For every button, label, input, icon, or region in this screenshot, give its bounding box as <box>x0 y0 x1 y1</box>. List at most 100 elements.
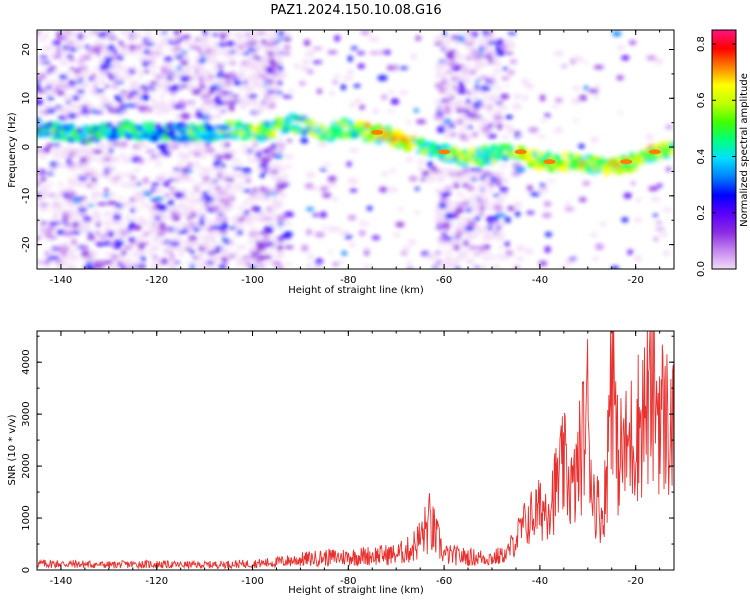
heatmap-cell <box>293 63 301 69</box>
heatmap-cell <box>71 95 81 101</box>
heatmap-ridge-cell <box>197 123 205 129</box>
heatmap-cell <box>186 162 194 169</box>
heatmap-cell <box>257 81 266 85</box>
heatmap-cell <box>138 244 145 251</box>
heatmap-cell <box>414 210 421 215</box>
heatmap-cell <box>333 74 342 79</box>
heatmap-cell <box>74 68 82 74</box>
heatmap-cell <box>278 149 284 153</box>
heatmap-cell <box>125 157 133 163</box>
heatmap-cell <box>159 221 166 228</box>
heatmap-cell <box>198 112 204 120</box>
x-tick-label: -120 <box>145 275 168 286</box>
heatmap-cell <box>161 67 172 75</box>
heatmap-cell <box>487 107 493 115</box>
heatmap-cell <box>163 56 173 63</box>
heatmap-cell <box>61 49 67 56</box>
heatmap-cell <box>454 266 460 269</box>
heatmap-ridge-cell <box>221 125 232 130</box>
heatmap-cell <box>476 115 483 119</box>
heatmap-cell <box>319 168 328 171</box>
heatmap-cell <box>37 84 42 91</box>
heatmap-cell <box>552 104 559 109</box>
heatmap-cell <box>344 234 353 240</box>
heatmap-cell <box>262 217 274 221</box>
heatmap-ridge-cell <box>269 131 276 137</box>
heatmap-cell <box>494 212 506 218</box>
heatmap-cell <box>217 264 227 269</box>
heatmap-cell <box>458 129 465 136</box>
heatmap-cell <box>224 91 234 95</box>
snr-panel: -140 -120 -100 -80 -60 -40 -20 0 1000 2000 3000 400… <box>7 330 675 596</box>
heatmap-cell <box>55 265 62 269</box>
heatmap-cell <box>269 35 281 42</box>
heatmap-cell <box>80 108 91 115</box>
heatmap-cell <box>238 41 245 46</box>
heatmap-cell <box>474 89 481 95</box>
heatmap-cell <box>302 58 310 65</box>
heatmap-cell <box>501 67 509 71</box>
heatmap-cell <box>56 51 62 57</box>
heatmap-cell <box>505 51 514 55</box>
heatmap-cell <box>281 94 293 99</box>
heatmap-cell <box>110 104 121 109</box>
heatmap-cell <box>300 137 309 144</box>
heatmap-cell <box>440 232 448 237</box>
heatmap-cell <box>96 94 108 98</box>
x-tick-label: -40 <box>532 576 548 587</box>
heatmap-cell <box>178 240 184 244</box>
heatmap-cell <box>232 157 240 163</box>
heatmap-cell <box>406 260 412 266</box>
heatmap-cell <box>316 88 323 94</box>
heatmap-cell <box>266 83 274 91</box>
heatmap-cell <box>212 32 219 37</box>
heatmap-peak <box>438 149 451 155</box>
heatmap-cell <box>481 264 487 269</box>
heatmap-cell <box>88 168 99 174</box>
heatmap-cell <box>312 213 320 217</box>
heatmap-cell <box>467 185 475 192</box>
heatmap-cell <box>221 221 228 226</box>
heatmap-cell <box>51 40 62 46</box>
heatmap-cell <box>220 109 226 113</box>
heatmap-cell <box>40 61 52 65</box>
heatmap-cell <box>538 186 549 194</box>
heatmap-cell <box>37 181 41 187</box>
heatmap-cell <box>514 130 520 134</box>
heatmap-cell <box>55 203 66 207</box>
heatmap-cell <box>68 47 79 52</box>
heatmap-cell <box>269 221 276 228</box>
heatmap-cell <box>462 201 470 205</box>
heatmap-cell <box>57 182 64 187</box>
heatmap-cell <box>237 206 244 211</box>
heatmap-cell <box>492 193 501 197</box>
heatmap-cell <box>52 143 61 147</box>
heatmap-cell <box>279 74 287 79</box>
heatmap-cell <box>133 50 144 55</box>
heatmap-cell <box>582 181 591 186</box>
heatmap-cell <box>277 221 285 227</box>
heatmap-cell <box>194 68 200 75</box>
heatmap-cell <box>77 33 84 37</box>
heatmap-cell <box>54 105 64 109</box>
heatmap-cell <box>161 109 171 114</box>
heatmap-cell <box>93 212 102 217</box>
heatmap-ridge-cell <box>309 120 316 128</box>
heatmap-cell <box>49 260 56 264</box>
heatmap-cell <box>114 229 120 237</box>
heatmap-ridge-cell <box>613 162 622 168</box>
heatmap-cell <box>133 167 141 172</box>
x-tick-label: -60 <box>436 576 452 587</box>
heatmap-cell <box>233 167 243 171</box>
heatmap-cell <box>106 200 117 206</box>
heatmap-cell <box>453 182 460 189</box>
heatmap-cell <box>287 89 296 93</box>
heatmap-cell <box>241 255 251 260</box>
heatmap-cell <box>202 113 211 121</box>
colorbar-gradient <box>712 30 736 269</box>
heatmap-cell <box>275 251 286 258</box>
colorbar-tick-label: 0.6 <box>696 92 707 108</box>
heatmap-cell <box>48 66 57 70</box>
heatmap-cell <box>528 126 539 133</box>
heatmap-cell <box>544 232 553 237</box>
